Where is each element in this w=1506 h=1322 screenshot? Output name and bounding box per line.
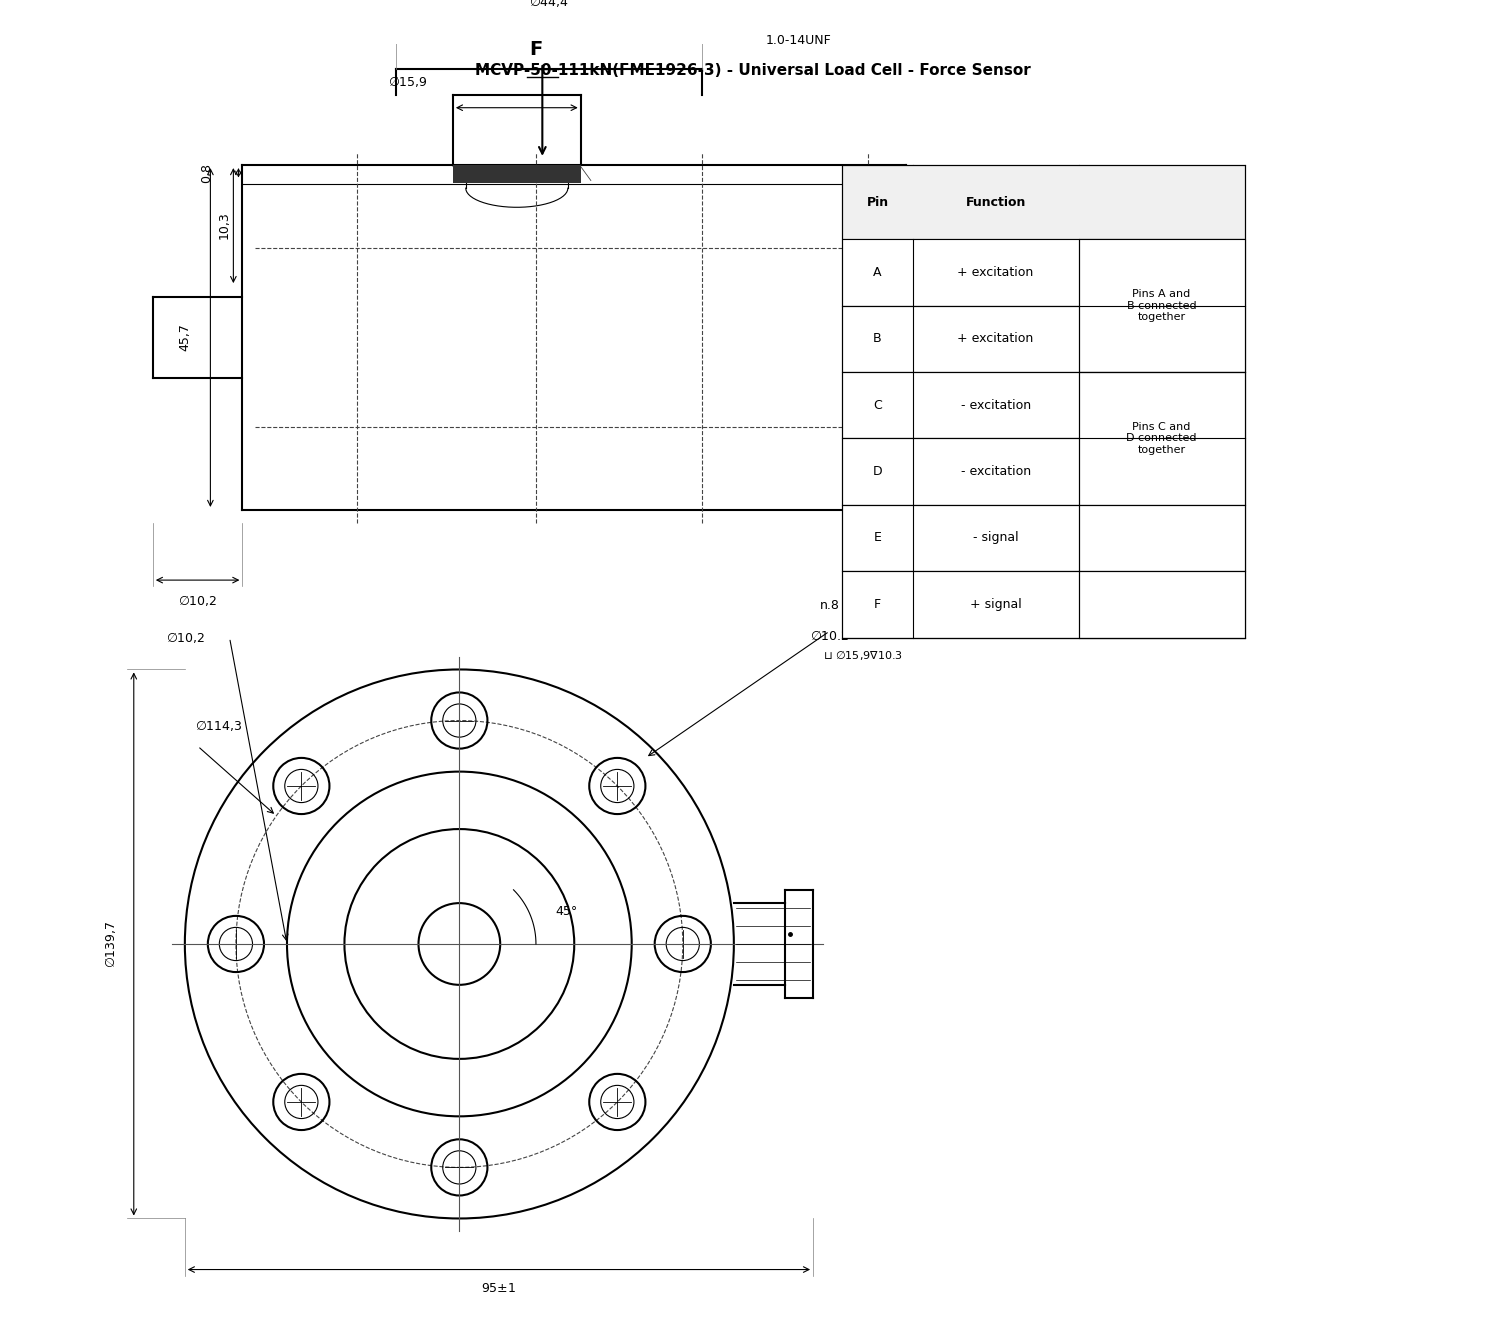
Text: E: E	[873, 531, 881, 545]
Text: B: B	[873, 332, 883, 345]
Text: $\varnothing$10,2: $\varnothing$10,2	[178, 592, 217, 608]
Text: A: A	[873, 266, 881, 279]
Bar	[453, 165, 581, 182]
Text: + signal: + signal	[970, 598, 1021, 611]
Text: 95$\pm$1: 95$\pm$1	[482, 1282, 517, 1296]
Text: $\varnothing$10,2: $\varnothing$10,2	[166, 631, 205, 645]
Text: - excitation: - excitation	[961, 399, 1030, 411]
Text: Pin: Pin	[866, 196, 889, 209]
Bar	[1078, 505, 1244, 571]
Text: - excitation: - excitation	[961, 465, 1030, 479]
Bar	[1078, 371, 1244, 505]
Text: $\varnothing$10.2: $\varnothing$10.2	[810, 629, 849, 642]
Text: 45°: 45°	[556, 906, 577, 919]
Text: - signal: - signal	[973, 531, 1018, 545]
Text: $\varnothing$44,4: $\varnothing$44,4	[529, 0, 569, 9]
Text: $\sqcup$ $\varnothing$15,9$\nabla$10.3: $\sqcup$ $\varnothing$15,9$\nabla$10.3	[824, 649, 904, 662]
Text: F: F	[873, 598, 881, 611]
Text: 45,7: 45,7	[178, 324, 191, 352]
Bar	[842, 439, 1244, 505]
Text: + excitation: + excitation	[958, 332, 1033, 345]
Text: C: C	[873, 399, 883, 411]
Text: 0,8: 0,8	[200, 163, 212, 182]
Bar	[842, 305, 1244, 371]
Text: 10,3: 10,3	[218, 212, 230, 239]
Bar	[842, 571, 1244, 637]
Bar	[842, 371, 1244, 439]
Bar	[1078, 239, 1244, 371]
Text: $\varnothing$139,7: $\varnothing$139,7	[104, 920, 119, 968]
Text: $\varnothing$15,9: $\varnothing$15,9	[389, 74, 428, 89]
Text: F: F	[529, 40, 542, 59]
Text: D: D	[872, 465, 883, 479]
Text: Function: Function	[965, 196, 1026, 209]
Bar	[842, 165, 1244, 239]
Text: $\varnothing$114,3: $\varnothing$114,3	[196, 718, 242, 734]
Text: Pins C and
D connected
together: Pins C and D connected together	[1126, 422, 1197, 455]
Text: Pins A and
B connected
together: Pins A and B connected together	[1126, 290, 1196, 323]
Text: n.8: n.8	[819, 599, 839, 612]
Bar	[842, 239, 1244, 305]
Text: 1.0-14UNF: 1.0-14UNF	[765, 33, 831, 46]
Text: + excitation: + excitation	[958, 266, 1033, 279]
Text: MCVP-50-111kN(FME1926-3) - Universal Load Cell - Force Sensor: MCVP-50-111kN(FME1926-3) - Universal Loa…	[474, 63, 1032, 78]
Bar	[842, 505, 1244, 571]
Bar	[1078, 571, 1244, 637]
Text: 20$\pm$1: 20$\pm$1	[1050, 320, 1062, 356]
